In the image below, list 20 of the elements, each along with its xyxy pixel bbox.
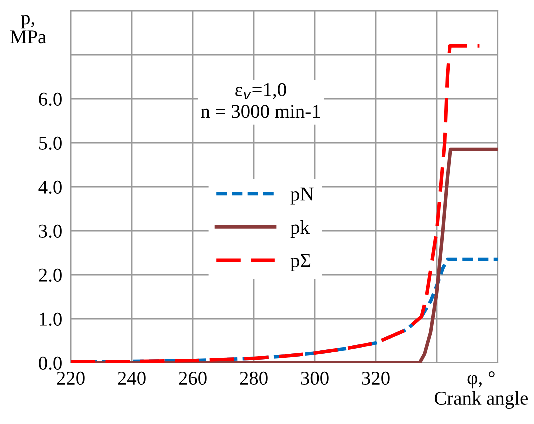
y-tick-label: 6.0	[39, 92, 62, 106]
x-tick-label: 220	[57, 372, 85, 386]
legend-label: pΣ	[290, 254, 311, 272]
y-tick-label: 3.0	[39, 224, 62, 238]
y-tick-label: 4.0	[38, 180, 62, 194]
x-tick-label: 260	[179, 372, 207, 386]
x-tick-label: 320	[362, 372, 390, 386]
y-tick-label: 0.0	[39, 356, 62, 370]
x-axis-title: φ, ° Crank angle	[434, 372, 528, 410]
y-tick-label: 5.0	[39, 136, 62, 150]
y-tick-label: 2.0	[39, 268, 62, 282]
legend-label: pN	[290, 188, 314, 205]
line-series	[71, 44, 482, 363]
x-tick-label: 240	[118, 372, 146, 386]
x-tick-label: 300	[301, 372, 329, 386]
x-tick-label: 280	[240, 372, 268, 386]
annotation: ε$_{v}$=1,0 n = 3000 min-1	[201, 83, 320, 118]
legend-label: pk	[290, 220, 310, 238]
y-axis-title: p, MPa	[10, 15, 46, 44]
y-tick-label: 1.0	[40, 312, 62, 326]
